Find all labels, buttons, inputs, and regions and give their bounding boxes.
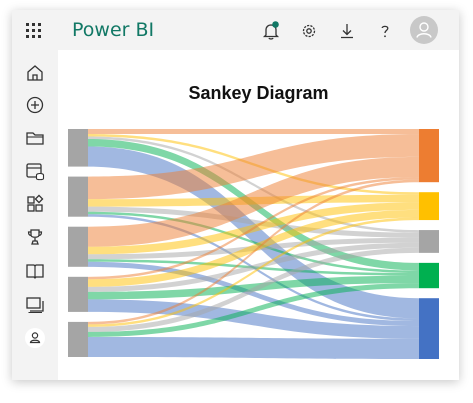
sankey-target-node[interactable] — [419, 192, 439, 221]
sankey-target-node[interactable] — [419, 230, 439, 253]
sankey-chart[interactable] — [58, 50, 459, 380]
help-icon[interactable] — [374, 20, 396, 42]
create-plus-icon[interactable] — [24, 94, 46, 116]
app-title[interactable]: Power BI — [72, 19, 155, 41]
sankey-link[interactable] — [88, 211, 419, 273]
notification-bell-icon[interactable] — [260, 20, 282, 42]
browse-folder-icon[interactable] — [24, 127, 46, 149]
sankey-links — [88, 129, 419, 359]
sankey-source-node[interactable] — [68, 176, 88, 217]
sankey-link[interactable] — [88, 156, 419, 247]
sankey-link[interactable] — [88, 134, 419, 200]
chart-title: Sankey Diagram — [188, 83, 329, 103]
top-bar: Power BI — [12, 10, 459, 50]
apps-icon[interactable] — [24, 193, 46, 215]
data-hub-icon[interactable] — [24, 160, 46, 182]
apps-grid-icon[interactable] — [26, 23, 42, 39]
goals-trophy-icon[interactable] — [24, 226, 46, 248]
home-icon[interactable] — [24, 62, 46, 84]
sankey-link[interactable] — [88, 261, 419, 327]
sankey-source-node[interactable] — [68, 129, 88, 167]
sankey-target-node[interactable] — [419, 298, 439, 359]
settings-gear-icon[interactable] — [298, 20, 320, 42]
sankey-link[interactable] — [88, 336, 419, 359]
sankey-source-node[interactable] — [68, 226, 88, 267]
sankey-source-node[interactable] — [68, 276, 88, 312]
sankey-link[interactable] — [88, 129, 419, 135]
report-canvas: Sankey Diagram — [58, 50, 459, 380]
account-avatar-icon[interactable] — [410, 16, 438, 44]
sankey-link[interactable] — [88, 209, 419, 287]
notification-badge — [272, 21, 279, 28]
sankey-link[interactable] — [88, 146, 419, 319]
sankey-link[interactable] — [88, 136, 419, 233]
workspaces-icon[interactable] — [24, 293, 46, 315]
learn-book-icon[interactable] — [24, 260, 46, 282]
my-workspace-icon[interactable] — [24, 327, 46, 349]
sankey-link[interactable] — [88, 283, 419, 337]
sankey-link[interactable] — [88, 217, 419, 327]
sankey-link[interactable] — [88, 179, 419, 325]
left-nav — [12, 50, 58, 380]
download-icon[interactable] — [336, 20, 358, 42]
app-window: Power BI — [12, 10, 459, 380]
sankey-source-node[interactable] — [68, 321, 88, 357]
sankey-link[interactable] — [88, 177, 419, 280]
sankey-target-node[interactable] — [419, 129, 439, 183]
sankey-target-node[interactable] — [419, 262, 439, 289]
sankey-link[interactable] — [88, 242, 419, 292]
sankey-link[interactable] — [88, 247, 419, 332]
